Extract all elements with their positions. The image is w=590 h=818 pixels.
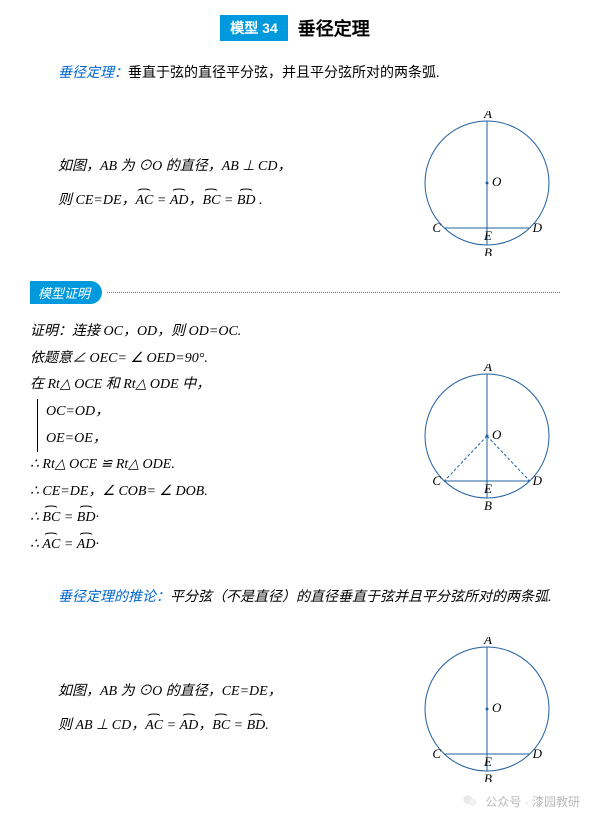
block3-text: 如图，AB 为 ⊙O 的直径，CE=DE， 则 AB ⊥ CD，AC = AD，… [30,675,395,742]
corollary-content: 平分弦（不是直径）的直径垂直于弦并且平分弦所对的两条弧. [170,590,552,605]
svg-text:A: A [483,637,492,647]
dotted-line [107,292,560,293]
comma3: ， [198,718,212,733]
model-badge: 模型 34 [220,15,287,41]
block-3: 如图，AB 为 ⊙O 的直径，CE=DE， 则 AB ⊥ CD，AC = AD，… [30,637,560,782]
theorem-content: 垂直于弦的直径平分弦，并且平分弦所对的两条弧. [128,66,440,81]
diagram-1: A B C D E O [415,111,560,256]
theorem-statement: 垂径定理：垂直于弦的直径平分弦，并且平分弦所对的两条弧. [30,61,560,86]
watermark-text: 公众号 · 漆园教研 [485,793,580,810]
arc-BD-3: BD [247,709,266,743]
comma1: ， [189,193,203,208]
svg-text:D: D [532,473,543,488]
eq1: = [153,193,169,208]
svg-text:O: O [492,700,502,715]
proof-l4: OC=OD， [46,399,395,426]
proof-arc-ac: AC [42,532,60,559]
proof-end2: · [95,537,99,552]
wechat-icon [461,792,479,810]
svg-text:C: C [432,746,441,761]
proof-eq1: = [60,510,76,525]
svg-text:B: B [484,771,492,782]
proof-l6: ∴ Rt△ OCE ≌ Rt△ ODE. [30,452,395,479]
proof-l8-pre: ∴ [30,510,42,525]
svg-text:D: D [532,746,543,761]
theorem-name: 垂径定理： [58,66,128,81]
svg-text:B: B [484,245,492,256]
eq3: = [163,718,179,733]
eq4: = [230,718,246,733]
svg-text:O: O [492,427,502,442]
svg-text:C: C [432,473,441,488]
period1: . [256,193,263,208]
corollary: 垂径定理的推论：平分弦（不是直径）的直径垂直于弦并且平分弦所对的两条弧. [30,584,560,612]
svg-text:E: E [483,754,492,769]
block1-text: 如图，AB 为 ⊙O 的直径，AB ⊥ CD， 则 CE=DE，AC = AD，… [30,150,395,217]
page-title: 垂径定理 [298,15,370,41]
proof-end1: · [95,510,99,525]
svg-text:E: E [483,228,492,243]
block1-line2-prefix: 则 CE=DE， [58,193,136,208]
proof-l5: OE=OE， [46,426,395,453]
svg-text:C: C [432,220,441,235]
proof-l2: 依题意∠ OEC= ∠ OED=90°. [30,346,395,373]
svg-text:D: D [532,220,543,235]
proof-arc-ad: AD [77,532,96,559]
diagram-2: A B C D E O [415,364,560,514]
proof-label: 模型证明 [30,281,102,304]
proof-l9-pre: ∴ [30,537,42,552]
eq2: = [220,193,236,208]
proof-l3: 在 Rt△ OCE 和 Rt△ ODE 中， [30,372,395,399]
corollary-name: 垂径定理的推论： [58,590,170,605]
arc-BC: BC [203,184,221,218]
arc-BD: BD [237,184,256,218]
proof-section-header: 模型证明 [30,281,560,304]
arc-AD: AD [170,184,189,218]
watermark: 公众号 · 漆园教研 [461,792,580,810]
svg-text:A: A [483,364,492,374]
proof-block: 证明：连接 OC，OD，则 OD=OC. 依题意∠ OEC= ∠ OED=90°… [30,319,560,558]
arc-AC-3: AC [145,709,163,743]
proof-l1: 证明：连接 OC，OD，则 OD=OC. [30,319,395,346]
svg-text:B: B [484,498,492,513]
proof-cases: OC=OD， OE=OE， [37,399,395,452]
block-1: 如图，AB 为 ⊙O 的直径，AB ⊥ CD， 则 CE=DE，AC = AD，… [30,111,560,256]
svg-text:A: A [483,111,492,121]
arc-BC-3: BC [212,709,230,743]
period3: . [265,718,269,733]
svg-text:E: E [483,481,492,496]
diagram-3: A B C D E O [415,637,560,782]
arc-AD-3: AD [180,709,199,743]
svg-text:O: O [492,174,502,189]
block3-line2-prefix: 则 AB ⊥ CD， [58,718,145,733]
proof-eq2: = [60,537,76,552]
arc-AC: AC [136,184,154,218]
proof-text: 证明：连接 OC，OD，则 OD=OC. 依题意∠ OEC= ∠ OED=90°… [30,319,395,558]
